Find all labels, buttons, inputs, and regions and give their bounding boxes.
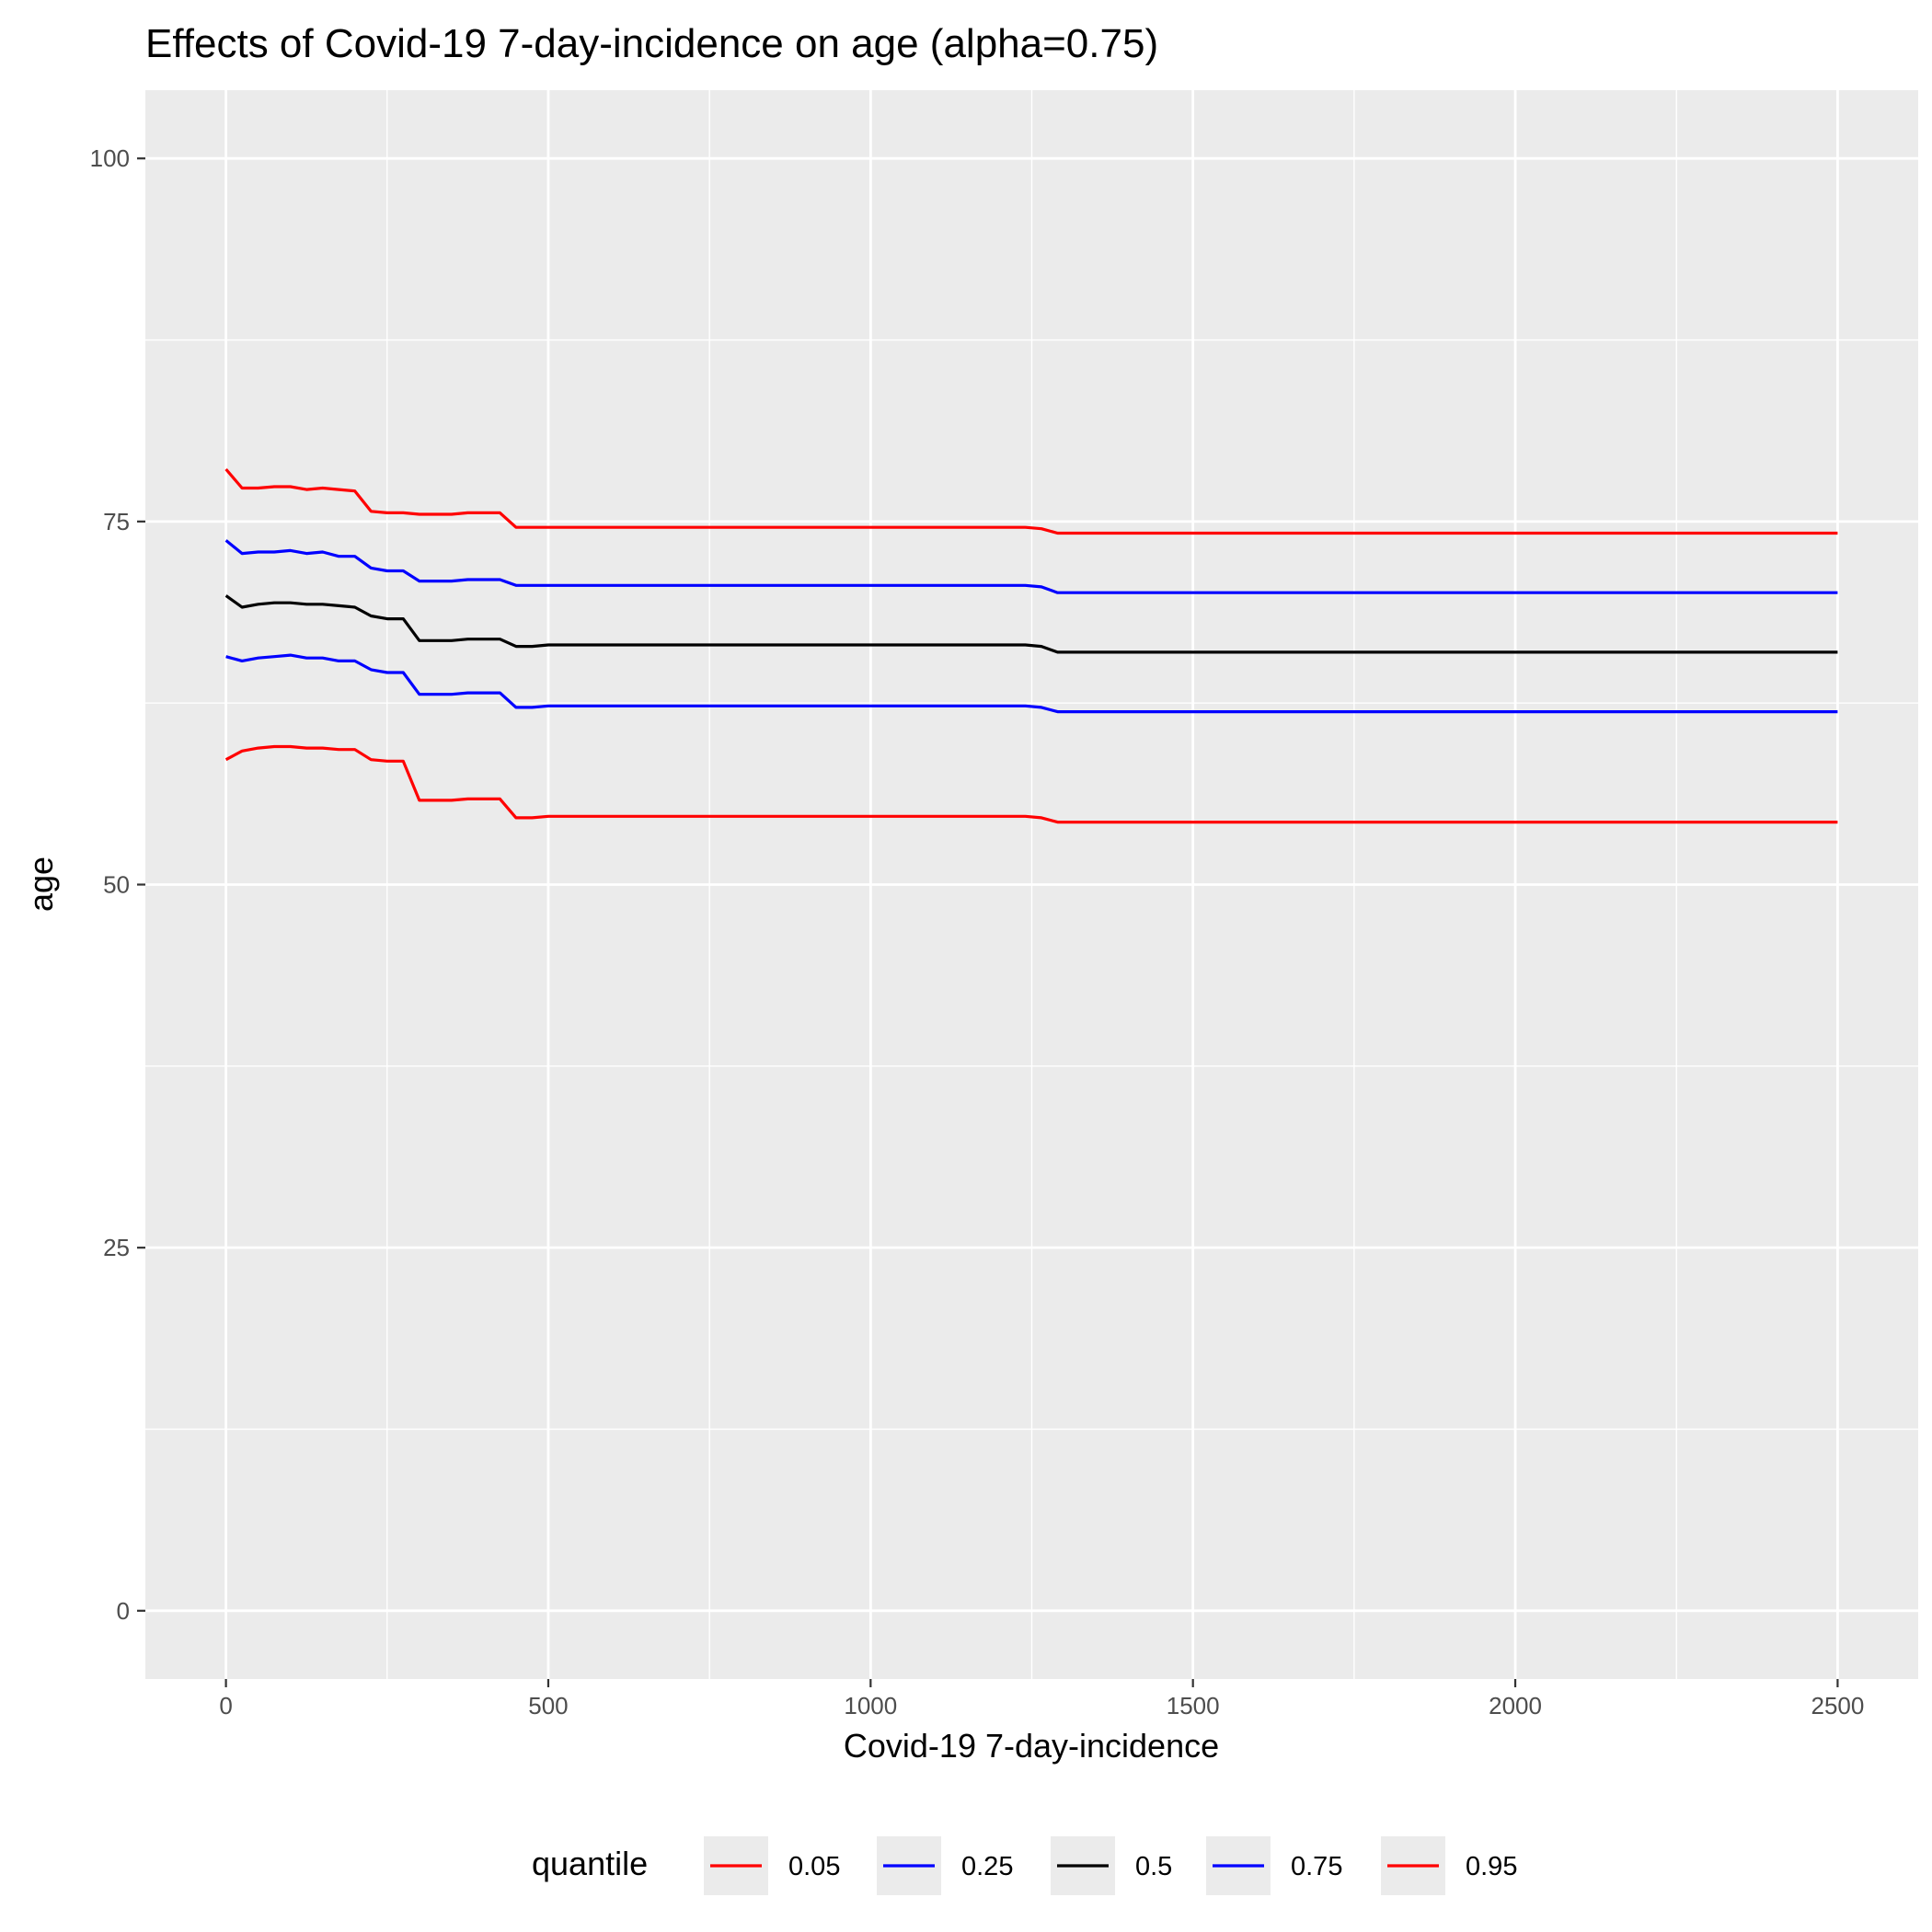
y-tick-label: 75	[103, 508, 130, 535]
series-line-0.25	[225, 653, 1838, 714]
series-line-0.95	[224, 467, 1838, 535]
legend-label: 0.25	[961, 1852, 1013, 1881]
chart-title: Effects of Covid-19 7-day-incidence on a…	[145, 21, 1158, 66]
y-tick-label: 0	[117, 1597, 130, 1625]
series-line-0.5	[224, 594, 1838, 654]
legend-label: 0.75	[1291, 1852, 1342, 1881]
x-tick-label: 1000	[844, 1692, 897, 1719]
legend-label: 0.05	[788, 1852, 840, 1881]
y-axis: 0 25 50 75 100	[90, 144, 145, 1625]
y-tick-label: 100	[90, 144, 130, 172]
legend-title: quantile	[532, 1845, 648, 1882]
legend: quantile 0.05 0.25 0.5 0.75 0.95	[532, 1836, 1517, 1895]
y-axis-title: age	[22, 857, 60, 912]
x-tick-label: 1500	[1167, 1692, 1220, 1719]
x-axis: 0 500 1000 1500 2000 2500	[219, 1679, 1864, 1719]
y-tick-label: 50	[103, 871, 130, 899]
x-axis-title: Covid-19 7-day-incidence	[844, 1727, 1219, 1765]
series-line-0.75	[224, 539, 1838, 594]
legend-label: 0.95	[1466, 1852, 1517, 1881]
series-layer	[224, 467, 1838, 824]
x-tick-label: 500	[528, 1692, 568, 1719]
legend-label: 0.5	[1135, 1852, 1172, 1881]
series-line-0.05	[224, 744, 1838, 824]
x-tick-label: 2500	[1811, 1692, 1864, 1719]
grid-major	[145, 90, 1918, 1679]
x-tick-label: 0	[219, 1692, 232, 1719]
x-tick-label: 2000	[1489, 1692, 1542, 1719]
y-tick-label: 25	[103, 1234, 130, 1261]
